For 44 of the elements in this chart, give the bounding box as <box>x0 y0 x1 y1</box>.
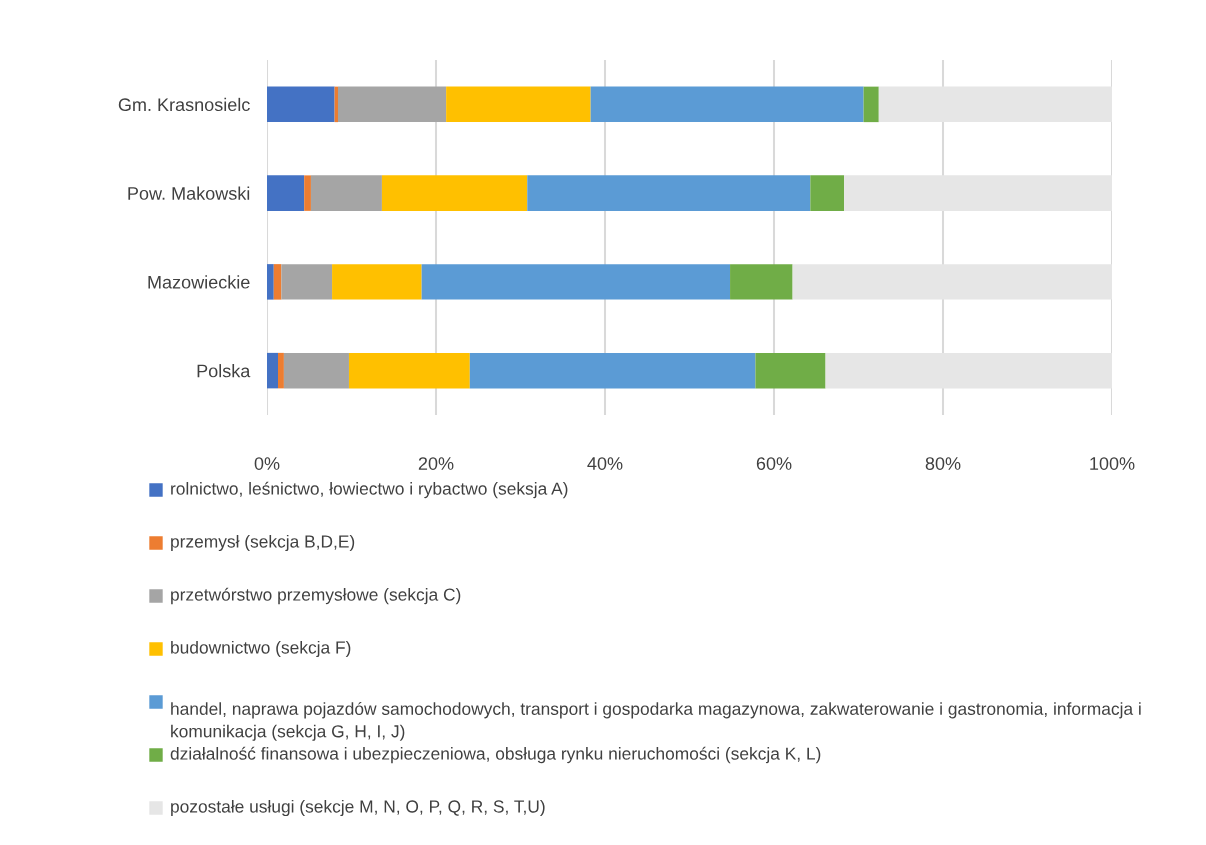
bar <box>310 175 382 211</box>
bar <box>332 264 422 300</box>
bar <box>730 264 793 300</box>
bar <box>844 175 1112 211</box>
legend-label: rolnictwo, leśnictwo, łowiectwo i rybactwo (seksja A) <box>171 481 568 499</box>
bar <box>469 352 756 389</box>
bar <box>755 352 826 389</box>
x-tick-label: 80% <box>925 457 961 470</box>
legend-label: pozostałe usługi (sekcje M, N, O, P, Q, R, S, T,U) <box>171 799 545 817</box>
bar <box>825 352 1112 389</box>
y-tick-label: Polska <box>197 364 251 378</box>
bar <box>281 264 333 300</box>
bar <box>792 264 1112 300</box>
legend-label: handel, naprawa pojazdów samochodowych, transport i gospodarka magazynowa, zakwaterowanie i gastronomia, informacja i komunikacja (sekcja G, H, I, J) <box>171 702 1141 741</box>
y-tick-label: Pow. Makowski <box>128 186 250 200</box>
bar <box>283 352 349 389</box>
bar <box>304 175 311 211</box>
bar <box>527 175 811 211</box>
legend-label: budownictwo (sekcja F) <box>171 640 351 658</box>
legend-label: przemysł (sekcja B,D,E) <box>171 534 355 552</box>
bar <box>878 86 1112 123</box>
bar <box>421 264 731 300</box>
bar <box>267 86 335 123</box>
bar <box>277 352 284 389</box>
x-tick-label: 60% <box>756 457 792 470</box>
bar <box>337 86 447 123</box>
bar <box>590 86 864 123</box>
bar <box>267 264 274 300</box>
x-tick-label: 40% <box>587 457 623 470</box>
y-tick-label: Mazowieckie <box>148 275 250 289</box>
bar <box>273 264 282 300</box>
y-tick-label: Gm. Krasnosielc <box>118 97 250 112</box>
legend-label: działalność finansowa i ubezpieczeniowa, obsługa rynku nieruchomości (sekcja K, L) <box>170 746 821 764</box>
x-tick-label: 20% <box>418 457 454 470</box>
bar <box>446 86 591 123</box>
x-tick-label: 100% <box>1090 457 1135 470</box>
bar <box>348 352 470 389</box>
bar <box>267 175 305 211</box>
legend-label: przetwórstwo przemysłowe (sekcja C) <box>171 587 461 605</box>
bar <box>381 175 528 211</box>
bar <box>267 352 278 389</box>
x-tick-label: 0% <box>254 457 280 470</box>
bar <box>810 175 845 211</box>
bar <box>863 86 879 123</box>
